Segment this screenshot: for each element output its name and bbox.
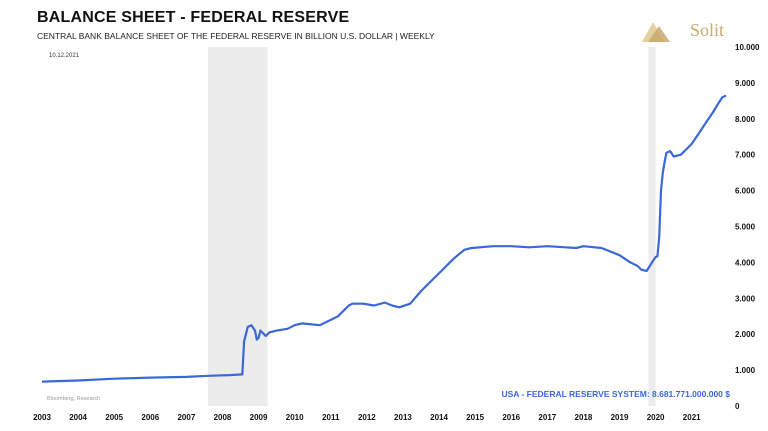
- y-tick-label: 8.000: [735, 115, 756, 124]
- x-tick-label: 2017: [538, 413, 556, 422]
- x-tick-label: 2006: [141, 413, 159, 422]
- chart-subtitle: CENTRAL BANK BALANCE SHEET OF THE FEDERA…: [37, 31, 435, 41]
- shaded-period-0: [208, 47, 268, 406]
- y-tick-label: 1.000: [735, 366, 756, 375]
- y-tick-label: 9.000: [735, 79, 756, 88]
- x-tick-label: 2012: [358, 413, 376, 422]
- x-tick-label: 2007: [177, 413, 195, 422]
- x-tick-label: 2019: [611, 413, 629, 422]
- y-tick-label: 0: [735, 402, 740, 411]
- shaded-period-1: [648, 47, 656, 406]
- x-tick-label: 2014: [430, 413, 448, 422]
- chart-date: 10.12.2021: [49, 53, 80, 59]
- x-tick-label: 2010: [286, 413, 304, 422]
- y-tick-label: 3.000: [735, 294, 756, 303]
- x-tick-label: 2020: [647, 413, 665, 422]
- x-tick-label: 2004: [69, 413, 87, 422]
- solit-logo-icon: [642, 22, 670, 42]
- chart-title: BALANCE SHEET - FEDERAL RESERVE: [37, 9, 350, 26]
- x-tick-label: 2011: [322, 413, 340, 422]
- x-tick-label: 2009: [250, 413, 268, 422]
- total-annotation: USA - FEDERAL RESERVE SYSTEM: 8.681.771.…: [501, 389, 731, 399]
- y-tick-label: 6.000: [735, 187, 756, 196]
- x-tick-label: 2008: [214, 413, 232, 422]
- x-tick-label: 2018: [575, 413, 593, 422]
- x-tick-label: 2015: [466, 413, 484, 422]
- y-tick-label: 4.000: [735, 258, 756, 267]
- brand-name: Solit: [690, 20, 725, 40]
- series-line: [41, 94, 727, 383]
- y-tick-label: 7.000: [735, 151, 756, 160]
- source-note: Bloomberg, Research: [47, 396, 101, 402]
- y-tick-label: 2.000: [735, 330, 756, 339]
- x-tick-label: 2013: [394, 413, 412, 422]
- x-tick-label: 2005: [105, 413, 123, 422]
- x-tick-label: 2016: [502, 413, 520, 422]
- x-tick-label: 2021: [683, 413, 701, 422]
- x-tick-label: 2003: [33, 413, 51, 422]
- y-tick-label: 5.000: [735, 223, 756, 232]
- y-tick-label: 10.000: [735, 43, 760, 52]
